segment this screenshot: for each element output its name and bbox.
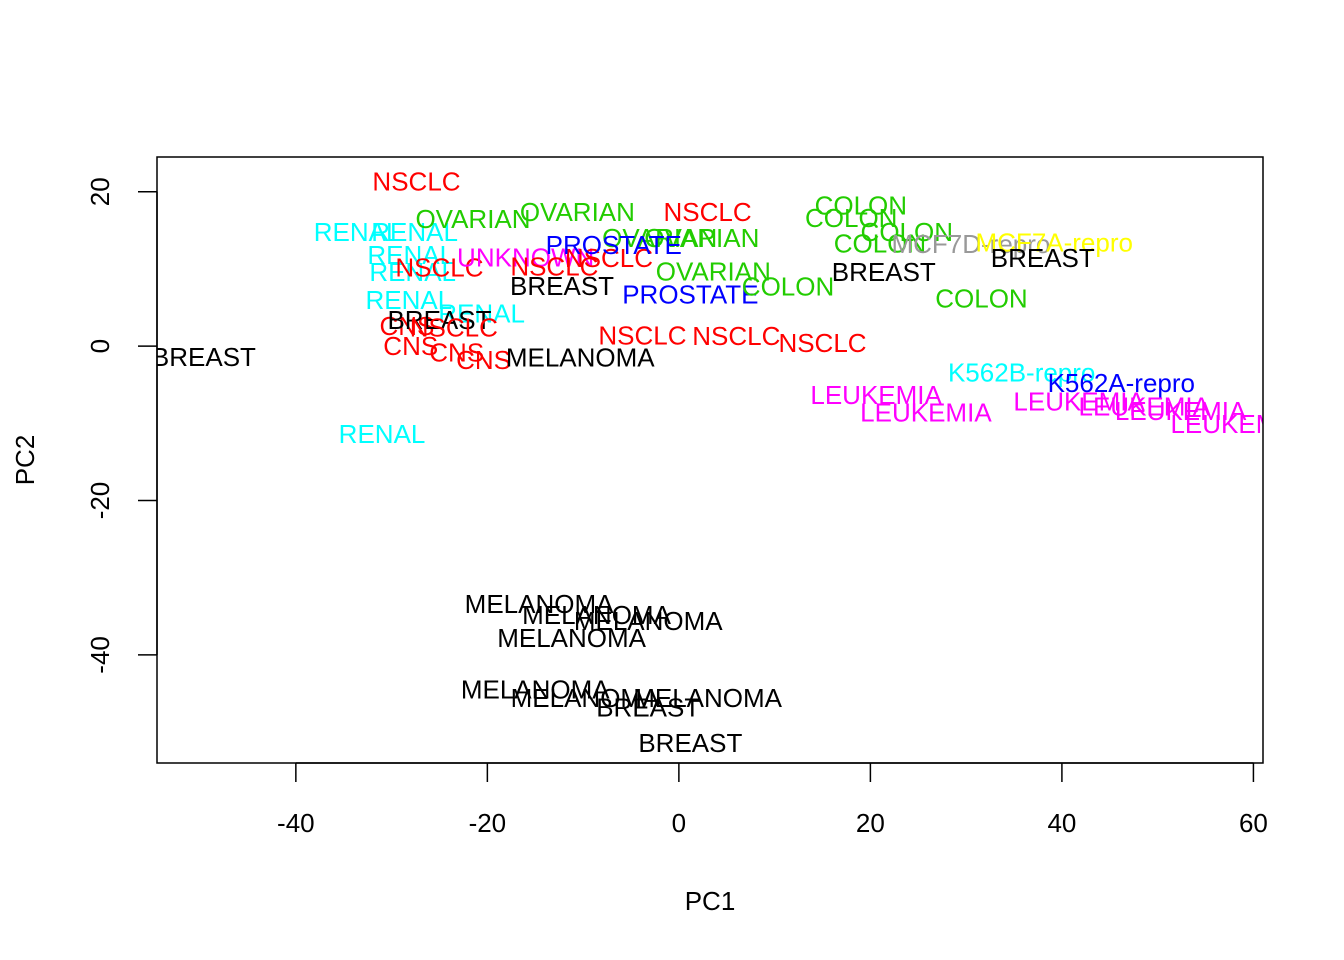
point-label: MELANOMA xyxy=(497,623,646,653)
point-label: RENAL xyxy=(314,217,401,247)
y-tick-label: -40 xyxy=(85,636,115,674)
point-label: NSCLC xyxy=(410,313,498,343)
point-label: RENAL xyxy=(369,257,456,287)
point-label: UNKNOWN xyxy=(457,242,594,272)
point-label: BREAST xyxy=(638,728,742,758)
x-axis-label: PC1 xyxy=(685,886,736,916)
point-label: OVARIAN xyxy=(602,223,717,253)
point-label: K562A-repro xyxy=(1048,368,1195,398)
x-tick-label: 20 xyxy=(856,808,885,838)
point-label: NSCLC xyxy=(664,197,752,227)
y-axis-label: PC2 xyxy=(10,435,40,486)
point-label: RENAL xyxy=(371,217,458,247)
point-label: CNS xyxy=(383,331,438,361)
point-label: COLON xyxy=(742,272,834,302)
point-label: NSCLC xyxy=(778,328,866,358)
x-tick-label: 60 xyxy=(1239,808,1268,838)
point-label: BREAST xyxy=(387,305,491,335)
point-label: COLON xyxy=(861,217,953,247)
point-label: PROSTATE xyxy=(546,230,682,260)
point-label: BREAST xyxy=(510,271,614,301)
point-label: MCF7D-repro xyxy=(891,229,1050,259)
y-tick-label: 0 xyxy=(85,339,115,353)
point-label: RENAL xyxy=(367,240,454,270)
point-label: NSCLC xyxy=(565,243,653,273)
point-label: OVARIAN xyxy=(520,197,635,227)
point-label: LEUKEMIA xyxy=(1079,391,1211,421)
point-label: MELANOMA xyxy=(574,606,723,636)
y-tick-label: -20 xyxy=(85,482,115,520)
point-label: RENAL xyxy=(339,419,426,449)
point-label: CNS xyxy=(456,345,511,375)
axes-layer: -40 -20 0 20 40 60 -40 -20 0 20 xyxy=(85,177,1268,838)
point-label: MELANOMA xyxy=(465,589,614,619)
point-label: BREAST xyxy=(152,342,256,372)
point-label: NSCLC xyxy=(692,321,780,351)
point-label: COLON xyxy=(935,283,1027,313)
point-label: RENAL xyxy=(365,285,452,315)
point-label: BREAST xyxy=(596,692,700,722)
point-label: LEUKEMIA xyxy=(810,380,942,410)
point-label: K562B-repro xyxy=(948,357,1095,387)
point-label: COLON xyxy=(805,203,897,233)
point-label: PROSTATE xyxy=(622,279,758,309)
point-label: BREAST xyxy=(991,243,1095,273)
point-label: MCF7A-repro xyxy=(976,228,1133,258)
point-label: OVARIAN xyxy=(656,256,771,286)
x-tick-label: -40 xyxy=(277,808,315,838)
point-label: MELANOMA xyxy=(522,600,671,630)
y-tick-label: 20 xyxy=(85,177,115,206)
point-label: OVARIAN xyxy=(644,223,759,253)
point-label: LEUKEMIA xyxy=(1115,396,1247,426)
x-tick-label: -20 xyxy=(469,808,507,838)
x-tick-label: 0 xyxy=(672,808,686,838)
x-tick-label: 40 xyxy=(1047,808,1076,838)
point-label: MELANOMA xyxy=(511,683,660,713)
point-label: COLON xyxy=(834,228,926,258)
point-label: NSCLC xyxy=(598,320,686,350)
point-label: MELANOMA xyxy=(461,675,610,705)
point-label: MELANOMA xyxy=(506,343,655,373)
point-label: COLON xyxy=(815,191,907,221)
point-label: MELANOMA xyxy=(633,683,782,713)
point-label: NSCLC xyxy=(510,252,598,282)
point-label: LEUKEMIA xyxy=(1170,409,1302,439)
point-label: RENAL xyxy=(438,299,525,329)
point-label: CNS xyxy=(429,337,484,367)
point-label: NSCLC xyxy=(395,252,483,282)
point-label: OVARIAN xyxy=(415,204,530,234)
point-label: NSCLC xyxy=(372,167,460,197)
point-label: LEUKEMIA xyxy=(1013,387,1145,417)
point-label: LEUKEMIA xyxy=(860,398,992,428)
point-label: CNS xyxy=(379,311,434,341)
point-label: BREAST xyxy=(832,257,936,287)
